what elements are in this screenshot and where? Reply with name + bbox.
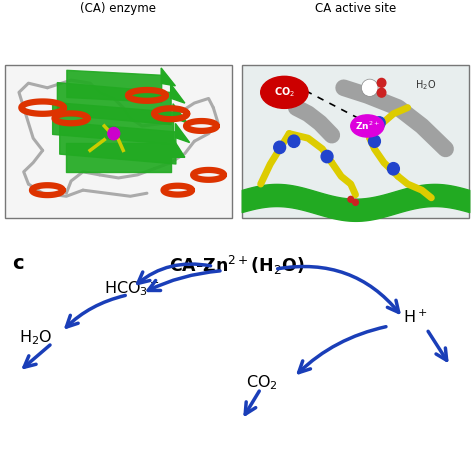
Text: CO$_2$: CO$_2$ [274,85,295,99]
Ellipse shape [261,76,308,109]
Text: CA-Zn$^{2+}$(H$_2$O): CA-Zn$^{2+}$(H$_2$O) [169,254,305,277]
Circle shape [273,141,285,154]
Circle shape [108,128,119,140]
Polygon shape [175,123,190,143]
Text: CO$_2$: CO$_2$ [246,374,278,392]
Circle shape [361,79,378,96]
Text: H$_2$O: H$_2$O [415,78,436,91]
Text: Zn$^{2+}$: Zn$^{2+}$ [355,120,380,132]
Circle shape [353,200,358,205]
Circle shape [373,117,385,129]
Circle shape [288,135,300,147]
Text: HCO$_3$$^-$: HCO$_3$$^-$ [104,280,160,299]
Circle shape [377,88,386,97]
Circle shape [368,135,380,147]
Ellipse shape [351,115,384,137]
Circle shape [387,163,399,175]
Text: Carbonic anhydrase
(CA) enzyme: Carbonic anhydrase (CA) enzyme [59,0,178,15]
Text: H$^+$: H$^+$ [403,309,428,326]
Polygon shape [173,104,187,123]
Polygon shape [171,84,185,103]
Circle shape [321,150,333,163]
Circle shape [348,196,354,202]
Polygon shape [161,68,175,86]
Circle shape [377,78,386,87]
Text: H$_2$O: H$_2$O [19,328,52,347]
Bar [5,65,232,218]
Bar [242,65,469,218]
Text: Simulated
CA active site: Simulated CA active site [315,0,396,15]
Text: c: c [12,254,24,273]
Polygon shape [171,135,185,157]
